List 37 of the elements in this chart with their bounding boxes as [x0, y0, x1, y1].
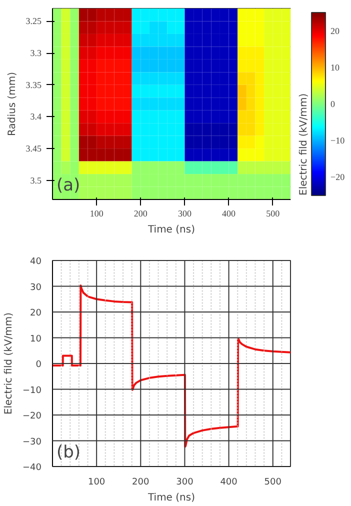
x-tick-label: 400 [220, 478, 238, 488]
x-tick-label: 200 [134, 208, 148, 218]
y-tick-label: 3.4 [30, 112, 42, 122]
y-tick-label: −40 [22, 463, 42, 473]
y-tick-label: 3.5 [30, 175, 42, 186]
x-tick-label: 100 [90, 208, 104, 218]
y-tick-label: −30 [22, 437, 42, 448]
color-bar-label: 20 [330, 26, 340, 36]
y-tick-label: 20 [30, 308, 42, 318]
y-tick-label: 3.3 [30, 48, 42, 58]
color-bar-label: −10 [330, 136, 346, 146]
color-bar-label: 10 [330, 62, 340, 72]
annotation: (b) [56, 442, 81, 462]
y-tick-label: 0 [36, 360, 42, 370]
x-tick-label: 500 [266, 208, 280, 218]
color-bar-title: Electric fild (kV/mm) [298, 93, 310, 196]
y-tick-label: 30 [30, 282, 42, 293]
annotation: (a) [56, 176, 80, 196]
y-tick-label: 3.35 [26, 80, 42, 90]
x-tick-label: 300 [178, 208, 192, 218]
x-tick-label: 400 [222, 208, 236, 218]
y-tick-label: 3.25 [26, 16, 42, 26]
y-tick-label: 3.45 [26, 144, 42, 154]
x-tick-label: 200 [132, 478, 150, 488]
y-axis-title: Radius (mm) [6, 72, 18, 136]
y-tick-label: 10 [30, 334, 42, 344]
color-bar-label: −20 [330, 172, 346, 182]
y-tick-label: −20 [22, 412, 42, 422]
y-tick-label: −10 [22, 386, 42, 396]
x-tick-label: 300 [176, 478, 194, 488]
y-axis-title: Electric fild (kV/mm) [4, 312, 15, 415]
x-tick-label: 100 [88, 478, 106, 488]
x-tick-label: 500 [264, 478, 282, 488]
y-tick-label: 40 [30, 257, 42, 267]
x-axis-title: Time (ns) [147, 224, 196, 236]
x-axis-title: Time (ns) [147, 492, 196, 504]
color-bar-label: 0 [330, 99, 336, 109]
